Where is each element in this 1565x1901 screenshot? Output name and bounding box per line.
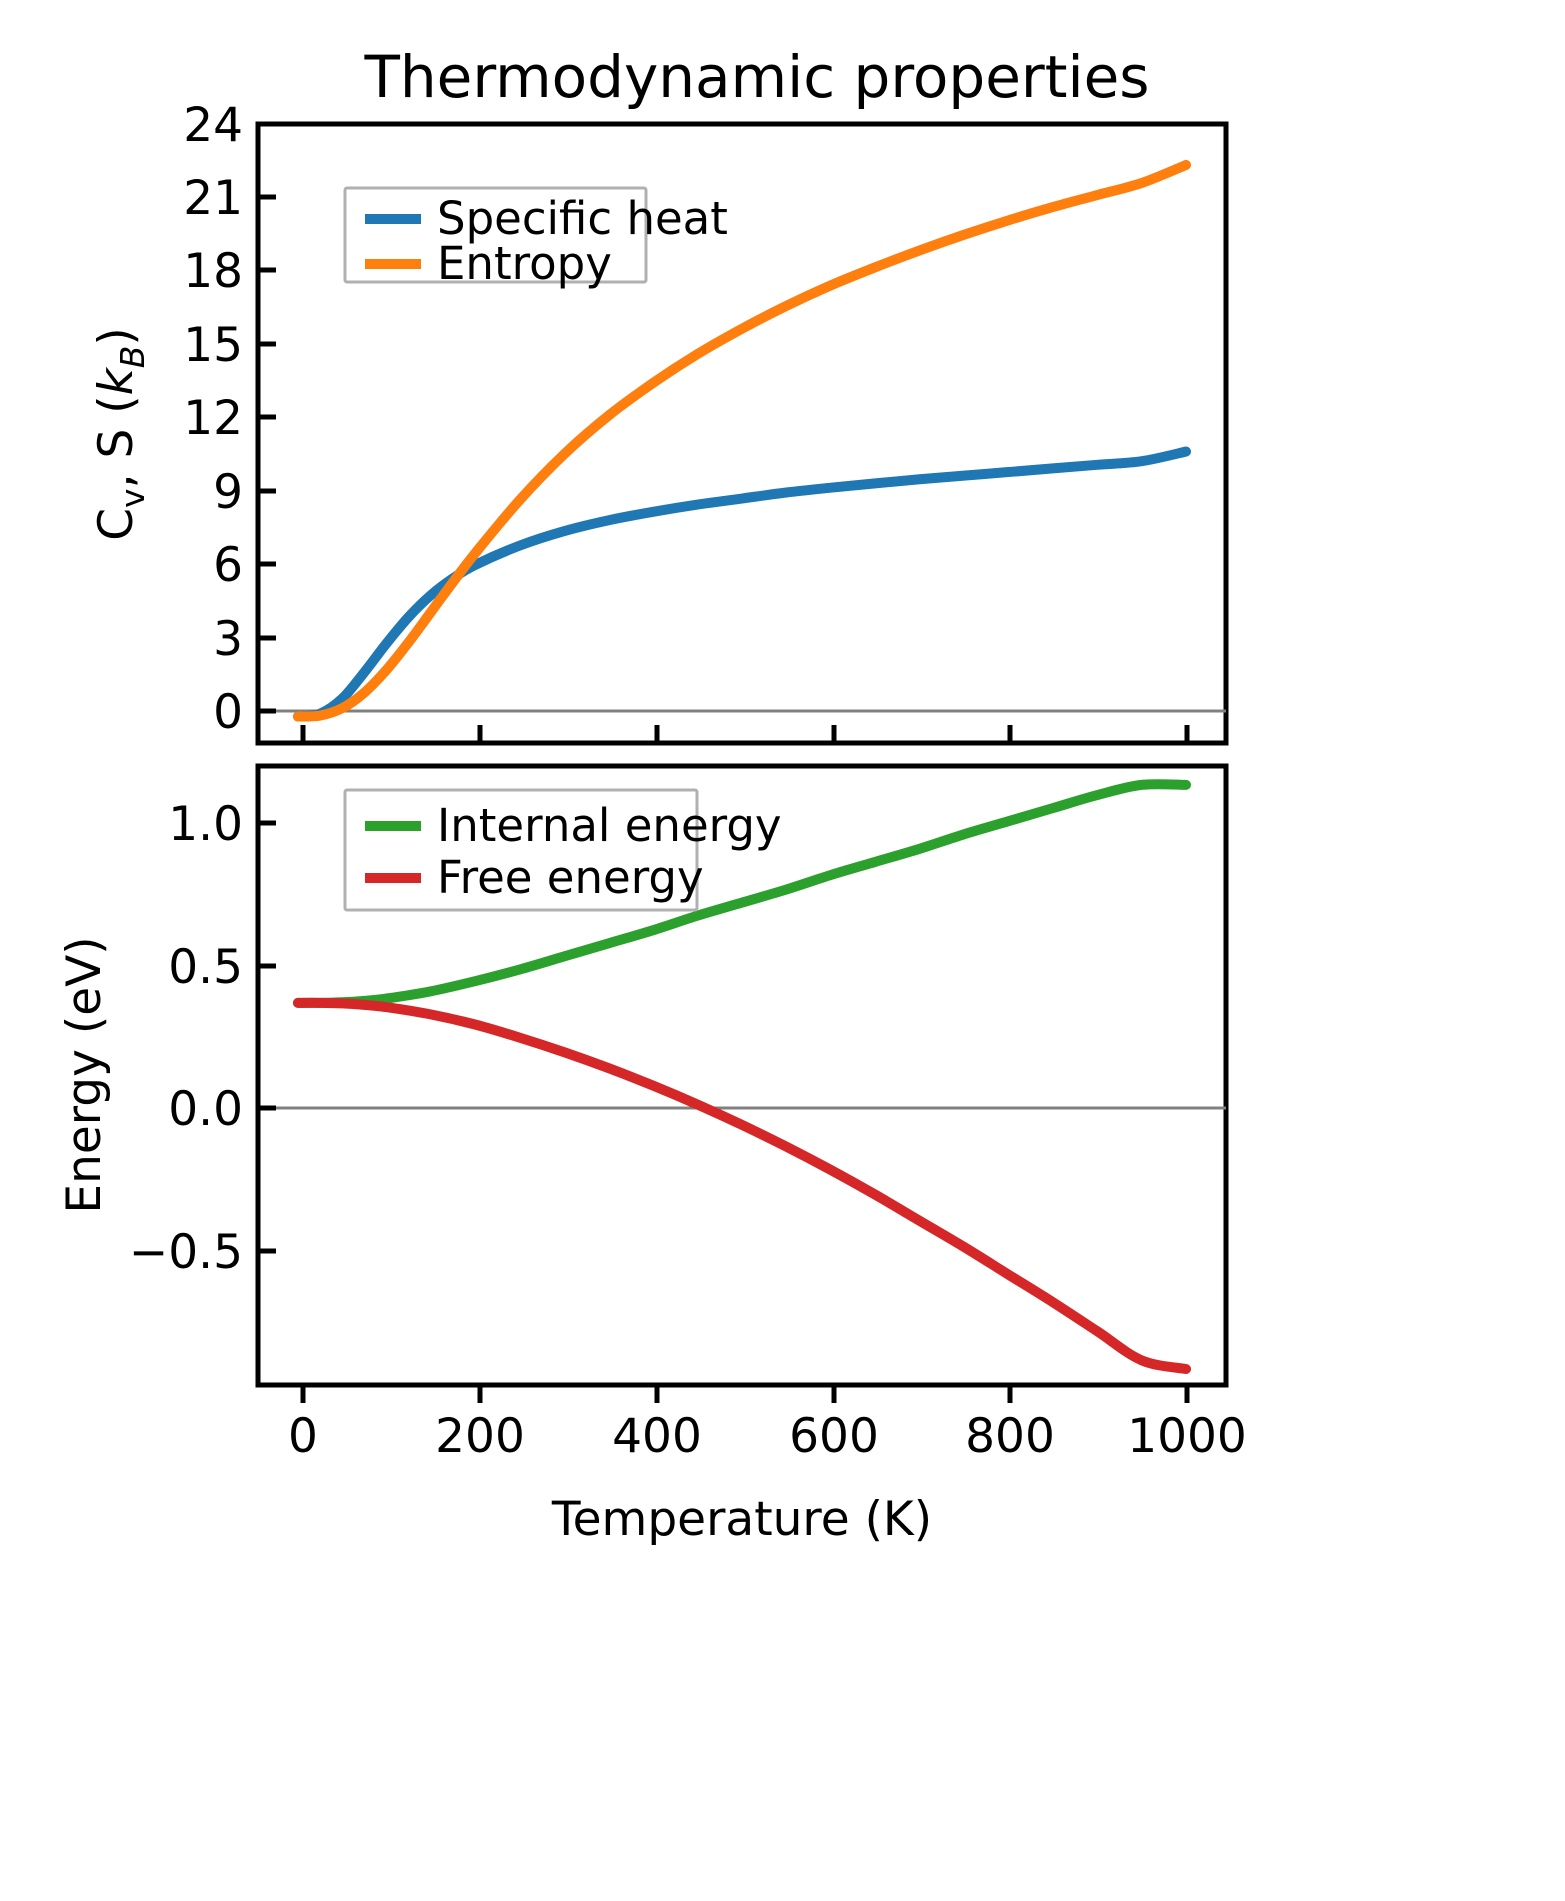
top-ytick-21: 21 <box>183 171 243 226</box>
top-panel: 24 21 18 15 12 9 6 3 0 <box>89 98 1229 746</box>
top-ytick-12: 12 <box>183 391 243 446</box>
legend-label-entropy: Entropy <box>437 237 612 290</box>
top-ytick-24: 24 <box>183 98 243 153</box>
bottom-y-tick-labels: 1.0 0.5 0.0 −0.5 <box>129 797 243 1280</box>
ylabel-k: k <box>89 366 144 395</box>
top-y-ticks <box>258 121 276 714</box>
xtick-400: 400 <box>612 1409 702 1464</box>
ylabel-v-sub: v <box>113 488 152 508</box>
bottom-y-axis-label: Energy (eV) <box>57 936 112 1213</box>
ylabel-B-sub: B <box>113 346 152 369</box>
xtick-600: 600 <box>789 1409 879 1464</box>
xtick-1000: 1000 <box>1127 1409 1247 1464</box>
curve-specific-heat <box>292 446 1192 722</box>
top-ytick-9: 9 <box>213 465 243 520</box>
top-legend-box <box>343 186 648 284</box>
bottom-legend-box <box>343 788 699 912</box>
xtick-0: 0 <box>288 1409 318 1464</box>
top-panel-frame <box>255 121 1229 746</box>
curve-entropy <box>292 159 1192 722</box>
svg-text:Cv, S (kB): Cv, S (kB) <box>89 327 152 541</box>
bottom-ytick-0p5: 0.5 <box>168 940 243 995</box>
figure-title: Thermodynamic properties <box>363 43 1149 111</box>
bottom-ytick-1: 1.0 <box>168 797 243 852</box>
top-ytick-18: 18 <box>183 244 243 299</box>
legend-label-free-energy: Free energy <box>437 851 704 904</box>
top-y-axis-label: Cv, S (kB) <box>89 327 152 541</box>
bottom-x-tick-labels: 0 200 400 600 800 1000 <box>288 1409 1247 1464</box>
top-ytick-6: 6 <box>213 538 243 593</box>
top-ytick-0: 0 <box>213 685 243 740</box>
bottom-ytick-0: 0.0 <box>168 1082 243 1137</box>
bottom-y-axis-label-group: Energy (eV) <box>57 936 112 1213</box>
legend-label-internal-energy: Internal energy <box>437 799 782 852</box>
bottom-y-ticks <box>258 820 276 1254</box>
curve-internal-energy <box>292 779 1192 1008</box>
bottom-panel: 1.0 0.5 0.0 −0.5 0 200 400 600 800 100 <box>57 763 1247 1547</box>
bottom-x-ticks <box>300 1385 1190 1403</box>
bottom-panel-legend: Internal energy Free energy <box>343 788 782 912</box>
ylabel-rest: , S ( <box>89 395 144 488</box>
ylabel-close: ) <box>89 327 144 345</box>
top-panel-legend: Specific heat Entropy <box>343 186 728 290</box>
x-axis-label: Temperature (K) <box>551 1492 932 1547</box>
legend-label-specific-heat: Specific heat <box>437 192 728 245</box>
top-ytick-15: 15 <box>183 318 243 373</box>
top-ytick-3: 3 <box>213 612 243 667</box>
bottom-ytick-neg0p5: −0.5 <box>129 1225 243 1280</box>
top-y-tick-labels: 24 21 18 15 12 9 6 3 0 <box>183 98 243 740</box>
ylabel-C: C <box>89 508 144 541</box>
top-x-ticks <box>300 725 1190 743</box>
xtick-800: 800 <box>965 1409 1055 1464</box>
bottom-panel-frame <box>255 763 1229 1388</box>
xtick-200: 200 <box>435 1409 525 1464</box>
curve-free-energy <box>292 997 1192 1375</box>
